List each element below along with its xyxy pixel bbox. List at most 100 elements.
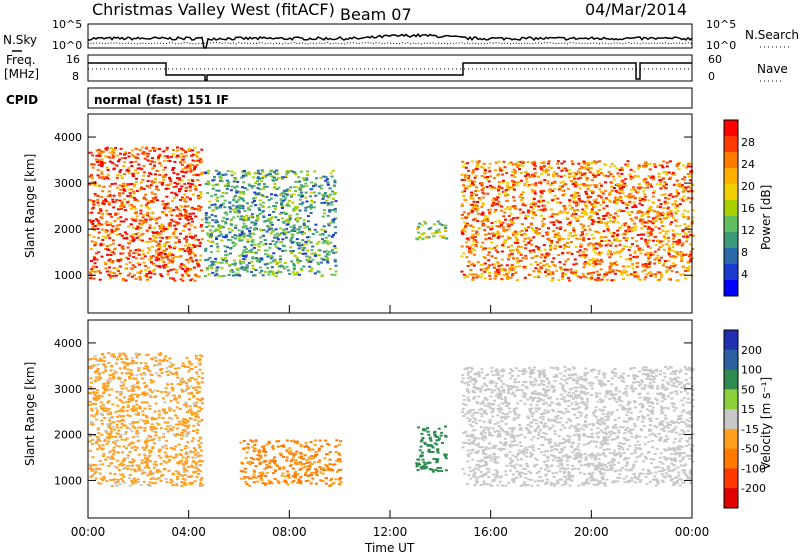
data-cell (521, 211, 525, 214)
data-cell (113, 473, 117, 475)
data-cell (466, 265, 470, 267)
data-cell (155, 255, 159, 258)
data-cell (200, 218, 204, 221)
data-cell (162, 468, 166, 471)
data-cell (685, 235, 689, 238)
data-cell (282, 231, 286, 234)
data-cell (136, 382, 140, 385)
data-cell (219, 176, 223, 179)
data-cell (508, 219, 512, 222)
data-cell (136, 167, 140, 170)
data-cell (615, 269, 619, 272)
data-cell (187, 261, 191, 264)
data-cell (647, 263, 651, 265)
data-cell (464, 174, 467, 177)
data-cell (130, 359, 134, 362)
data-cell (168, 160, 172, 162)
freq-ytick-8: 8 (72, 70, 79, 83)
data-cell (270, 175, 274, 178)
data-cell (219, 177, 223, 180)
data-cell (473, 253, 477, 256)
data-cell (177, 394, 181, 397)
data-cell (595, 258, 599, 261)
data-cell (552, 175, 556, 178)
data-cell (142, 480, 146, 483)
data-cell (145, 184, 149, 187)
data-cell (641, 270, 645, 273)
data-cell (215, 270, 219, 273)
data-cell (194, 234, 198, 237)
data-cell (175, 255, 179, 258)
data-cell (656, 212, 660, 215)
data-cell (99, 482, 103, 485)
data-cell (196, 265, 200, 268)
data-cell (162, 169, 166, 171)
data-cell (516, 184, 520, 187)
data-cell (204, 248, 208, 250)
data-cell (178, 266, 182, 269)
data-cell (159, 375, 163, 378)
data-cell (258, 209, 262, 211)
data-cell (316, 270, 320, 273)
data-cell (488, 211, 492, 214)
data-cell (671, 229, 675, 232)
data-cell (226, 185, 230, 187)
data-cell (256, 175, 260, 178)
data-cell (224, 220, 227, 223)
data-cell (326, 181, 330, 184)
data-cell (506, 193, 510, 196)
data-cell (282, 195, 285, 198)
data-cell (572, 226, 576, 229)
data-cell (104, 387, 108, 390)
data-cell (113, 478, 117, 481)
data-cell (132, 196, 136, 199)
data-cell (177, 471, 180, 474)
data-cell (644, 164, 648, 167)
data-cell (620, 189, 624, 192)
data-cell (266, 174, 270, 176)
data-cell (334, 251, 338, 254)
data-cell (600, 251, 604, 254)
data-cell (226, 179, 229, 182)
data-cell (533, 275, 537, 278)
data-cell (185, 432, 189, 435)
data-cell (514, 170, 517, 173)
data-cell (513, 268, 517, 271)
data-cell (143, 401, 147, 404)
data-cell (584, 261, 588, 263)
data-cell (545, 263, 549, 266)
data-cell (176, 146, 179, 149)
data-cell (659, 240, 663, 243)
data-cell (99, 244, 103, 247)
data-cell (185, 356, 189, 359)
data-cell (90, 268, 94, 271)
data-cell (188, 182, 192, 185)
data-cell (483, 217, 487, 220)
data-cell (131, 425, 135, 428)
data-cell (147, 266, 150, 269)
data-cell (613, 219, 617, 222)
data-cell (329, 241, 333, 244)
data-cell (283, 262, 287, 264)
data-cell (172, 232, 176, 235)
data-cell (607, 230, 611, 233)
data-cell (141, 472, 145, 474)
data-cell (309, 195, 312, 198)
data-cell (104, 176, 108, 179)
data-cell (225, 192, 228, 195)
data-cell (161, 264, 165, 267)
data-cell (480, 184, 484, 187)
data-cell (512, 199, 516, 202)
data-cell (556, 160, 560, 163)
data-cell (241, 174, 245, 177)
data-cell (677, 161, 681, 164)
data-cell (326, 214, 330, 217)
data-cell (117, 160, 120, 163)
data-cell (115, 444, 119, 447)
data-cell (327, 224, 331, 227)
data-cell (304, 206, 308, 209)
data-cell (252, 176, 255, 179)
data-cell (109, 244, 113, 247)
data-cell (667, 247, 671, 250)
data-cell (238, 274, 242, 277)
